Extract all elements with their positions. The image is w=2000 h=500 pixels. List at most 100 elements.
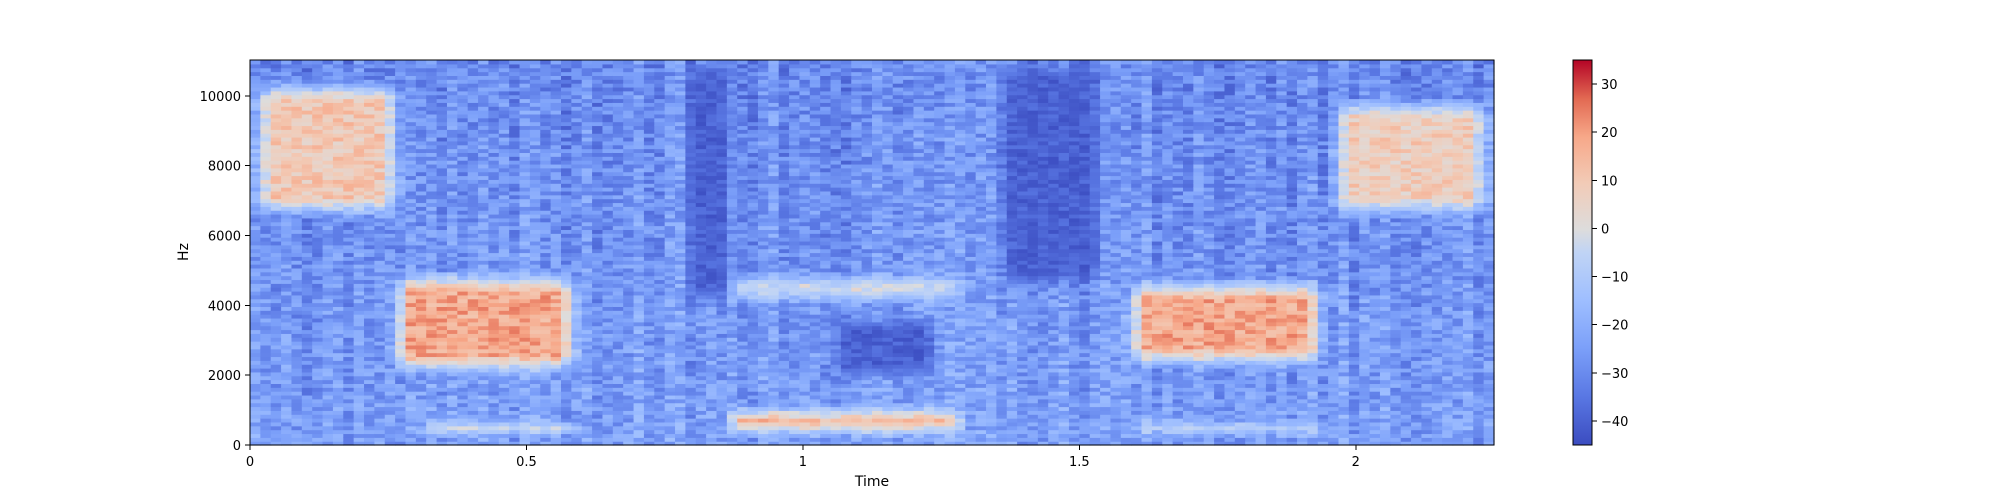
- spectrogram-cell: [426, 341, 438, 346]
- spectrogram-cell: [281, 317, 293, 323]
- spectrogram-cell: [602, 306, 614, 311]
- spectrogram-cell: [301, 421, 313, 427]
- spectrogram-cell: [737, 321, 749, 327]
- spectrogram-cell: [726, 194, 738, 200]
- spectrogram-cell: [529, 256, 541, 261]
- spectrogram-cell: [384, 429, 396, 435]
- spectrogram-cell: [695, 283, 707, 288]
- spectrogram-cell: [405, 314, 417, 319]
- spectrogram-cell: [250, 437, 261, 442]
- spectrogram-cell: [364, 125, 375, 130]
- spectrogram-cell: [581, 167, 593, 173]
- spectrogram-cell: [726, 183, 738, 188]
- spectrogram-cell: [716, 206, 728, 211]
- spectrogram-cell: [415, 368, 427, 373]
- spectrogram-cell: [364, 271, 375, 277]
- spectrogram-cell: [581, 298, 593, 304]
- spectrogram-cell: [250, 83, 261, 88]
- spectrogram-cell: [343, 283, 355, 288]
- spectrogram-cell: [405, 294, 417, 300]
- spectrogram-cell: [301, 117, 313, 123]
- spectrogram-cell: [250, 117, 261, 123]
- spectrogram-cell: [664, 244, 676, 250]
- spectrogram-cell: [519, 194, 531, 200]
- spectrogram-cell: [405, 225, 417, 230]
- spectrogram-cell: [436, 110, 448, 115]
- spectrogram-cell: [716, 233, 728, 238]
- spectrogram-cell: [281, 167, 293, 173]
- spectrogram-cell: [260, 337, 272, 342]
- spectrogram-cell: [654, 71, 666, 76]
- spectrogram-cell: [446, 341, 458, 346]
- spectrogram-cell: [498, 106, 510, 111]
- spectrogram-cell: [364, 98, 375, 103]
- spectrogram-cell: [540, 137, 552, 142]
- spectrogram-cell: [312, 75, 324, 80]
- spectrogram-cell: [581, 98, 593, 103]
- spectrogram-cell: [467, 306, 479, 311]
- spectrogram-cell: [322, 402, 334, 408]
- spectrogram-cell: [612, 294, 624, 300]
- spectrogram-cell: [581, 368, 593, 373]
- spectrogram-cell: [716, 418, 728, 423]
- spectrogram-cell: [695, 129, 707, 134]
- spectrogram-cell: [332, 129, 344, 134]
- spectrogram-cell: [291, 175, 303, 180]
- spectrogram-cell: [270, 102, 282, 107]
- spectrogram-cell: [612, 210, 624, 215]
- spectrogram-cell: [384, 133, 396, 138]
- spectrogram-cell: [374, 356, 386, 361]
- spectrogram-cell: [343, 356, 355, 361]
- spectrogram-cell: [488, 352, 500, 358]
- spectrogram-cell: [405, 298, 417, 304]
- spectrogram-cell: [747, 71, 759, 76]
- spectrogram-cell: [353, 329, 365, 334]
- spectrogram-cell: [291, 329, 303, 334]
- spectrogram-cell: [260, 314, 272, 319]
- spectrogram-cell: [281, 383, 293, 388]
- spectrogram-cell: [695, 79, 707, 84]
- spectrogram-cell: [529, 337, 541, 342]
- spectrogram-cell: [426, 379, 438, 384]
- spectrogram-cell: [519, 175, 531, 180]
- spectrogram-cell: [426, 368, 438, 373]
- spectrogram-cell: [364, 102, 375, 107]
- spectrogram-cell: [654, 187, 666, 192]
- spectrogram-cell: [654, 360, 666, 365]
- spectrogram-cell: [581, 375, 593, 381]
- spectrogram-cell: [716, 217, 728, 223]
- spectrogram-cell: [706, 329, 718, 334]
- spectrogram-cell: [322, 187, 334, 192]
- spectrogram-cell: [467, 383, 479, 388]
- spectrogram-cell: [561, 90, 572, 96]
- spectrogram-cell: [592, 133, 604, 138]
- spectrogram-cell: [467, 113, 479, 119]
- spectrogram-cell: [332, 94, 344, 100]
- spectrogram-cell: [343, 294, 355, 300]
- spectrogram-cell: [623, 394, 635, 400]
- spectrogram-cell: [446, 221, 458, 227]
- spectrogram-cell: [675, 194, 686, 200]
- spectrogram-cell: [291, 425, 303, 431]
- spectrogram-cell: [436, 252, 448, 257]
- spectrogram-cell: [322, 291, 334, 296]
- spectrogram-cell: [291, 364, 303, 369]
- spectrogram-cell: [301, 252, 313, 257]
- spectrogram-cell: [509, 79, 521, 84]
- spectrogram-cell: [571, 202, 583, 207]
- spectrogram-cell: [281, 140, 293, 146]
- spectrogram-cell: [291, 418, 303, 423]
- spectrogram-cell: [384, 414, 396, 419]
- spectrogram-cell: [436, 352, 448, 358]
- spectrogram-cell: [301, 337, 313, 342]
- spectrogram-cell: [353, 190, 365, 196]
- spectrogram-cell: [571, 79, 583, 84]
- spectrogram-cell: [260, 194, 272, 200]
- spectrogram-cell: [550, 414, 562, 419]
- spectrogram-cell: [426, 406, 438, 411]
- spectrogram-cell: [706, 310, 718, 315]
- spectrogram-cell: [757, 344, 769, 350]
- spectrogram-cell: [260, 190, 272, 196]
- spectrogram-cell: [291, 298, 303, 304]
- spectrogram-cell: [426, 271, 438, 277]
